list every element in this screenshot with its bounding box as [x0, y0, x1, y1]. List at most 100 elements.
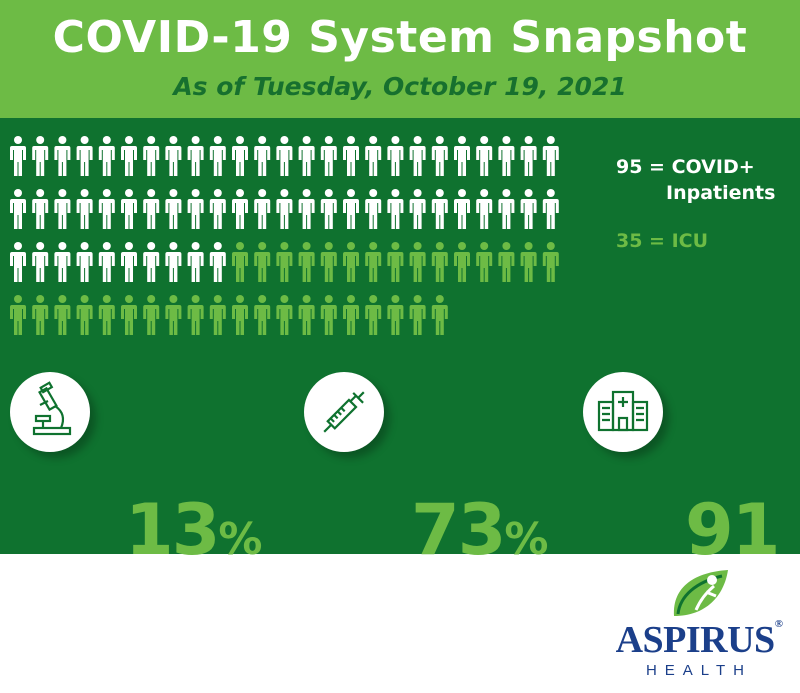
covid-person-icon: [187, 242, 204, 282]
icu-person-icon: [409, 242, 426, 282]
hospital-icon: [583, 372, 663, 452]
covid-person-icon: [143, 242, 160, 282]
covid-person-icon: [209, 189, 226, 229]
unvaccinated-label: % of current COVID+ inpatients not fully…: [269, 585, 555, 634]
icu-person-icon: [320, 242, 337, 282]
covid-person-icon: [454, 189, 470, 229]
logo-wordmark: ASPIRUS®: [615, 618, 783, 661]
covid-person-icon: [209, 136, 226, 176]
page-subtitle: As of Tuesday, October 19, 2021: [173, 72, 627, 101]
legend-covid-line2: Inpatients: [666, 182, 776, 204]
syringe-icon: [304, 372, 384, 452]
covid-person-icon: [542, 136, 559, 176]
icu-person-icon: [409, 295, 426, 335]
test-positivity-label: COVID-19 Test Positivity Rate: 10/10-10/…: [10, 585, 230, 634]
covid-person-icon: [232, 136, 248, 176]
covid-person-icon: [298, 189, 315, 229]
icu-person-icon: [542, 242, 559, 282]
icu-person-icon: [121, 295, 137, 335]
covid-person-icon: [10, 136, 26, 176]
icu-person-icon: [143, 295, 160, 335]
covid-person-icon: [365, 136, 382, 176]
covid-person-icon: [387, 136, 404, 176]
icu-person-icon: [254, 242, 271, 282]
icu-person-icon: [98, 295, 115, 335]
microscope-icon: [10, 372, 90, 452]
covid-person-icon: [254, 136, 271, 176]
icu-person-icon: [431, 295, 448, 335]
icu-person-icon: [298, 295, 315, 335]
covid-person-icon: [409, 189, 426, 229]
covid-person-icon: [165, 242, 182, 282]
covid-person-icon: [32, 189, 49, 229]
covid-person-icon: [209, 242, 226, 282]
covid-person-icon: [98, 136, 115, 176]
icu-person-icon: [232, 242, 248, 282]
inpatient-icon-grid: [10, 136, 559, 335]
legend-covid-line1: 95 = COVID+: [616, 156, 755, 178]
header-banner: COVID-19 System Snapshot As of Tuesday, …: [0, 0, 800, 118]
icu-person-icon: [387, 295, 404, 335]
covid-person-icon: [54, 136, 71, 176]
icu-person-icon: [187, 295, 204, 335]
avg-daily-inpatients-value: 91: [685, 489, 780, 571]
covid-person-icon: [320, 136, 337, 176]
covid-person-icon: [520, 136, 537, 176]
covid-person-icon: [320, 189, 337, 229]
covid-person-icon: [365, 189, 382, 229]
covid-person-icon: [498, 136, 515, 176]
icu-person-icon: [343, 295, 359, 335]
covid-person-icon: [276, 189, 293, 229]
icu-person-icon: [32, 295, 49, 335]
covid-person-icon: [54, 242, 71, 282]
icu-person-icon: [320, 295, 337, 335]
covid-person-icon: [143, 189, 160, 229]
icu-person-icon: [276, 242, 293, 282]
covid-person-icon: [98, 189, 115, 229]
covid-person-icon: [454, 136, 470, 176]
covid-person-icon: [32, 242, 49, 282]
aspirus-logo: ASPIRUS® HEALTH: [604, 566, 794, 686]
covid-person-icon: [10, 189, 26, 229]
unvaccinated-value: 73%: [411, 489, 549, 571]
icu-person-icon: [54, 295, 71, 335]
icu-person-icon: [232, 295, 248, 335]
covid-person-icon: [54, 189, 71, 229]
icu-person-icon: [454, 242, 470, 282]
test-positivity-value: 13%: [125, 489, 263, 571]
icu-person-icon: [165, 295, 182, 335]
icu-person-icon: [254, 295, 271, 335]
covid-person-icon: [121, 136, 137, 176]
covid-person-icon: [409, 136, 426, 176]
covid-person-icon: [76, 189, 93, 229]
icu-person-icon: [476, 242, 493, 282]
covid-person-icon: [187, 136, 204, 176]
icu-person-icon: [209, 295, 226, 335]
covid-person-icon: [121, 242, 137, 282]
covid-person-icon: [343, 136, 359, 176]
covid-person-icon: [232, 189, 248, 229]
covid-person-icon: [276, 136, 293, 176]
stats-panel: 95 = COVID+ Inpatients 35 = ICU 13% COVI…: [0, 118, 800, 638]
page-title: COVID-19 System Snapshot: [52, 12, 748, 63]
covid-person-icon: [32, 136, 49, 176]
legend-covid-inpatients: 95 = COVID+ Inpatients: [616, 156, 775, 204]
covid-person-icon: [431, 189, 448, 229]
icu-person-icon: [276, 295, 293, 335]
icu-person-icon: [365, 242, 382, 282]
covid-person-icon: [254, 189, 271, 229]
covid-person-icon: [476, 136, 493, 176]
covid-person-icon: [98, 242, 115, 282]
icu-person-icon: [498, 242, 515, 282]
icu-person-icon: [520, 242, 537, 282]
icu-person-icon: [76, 295, 93, 335]
covid-person-icon: [143, 136, 160, 176]
covid-person-icon: [520, 189, 537, 229]
covid-person-icon: [187, 189, 204, 229]
legend-icu: 35 = ICU: [616, 230, 709, 252]
covid-person-icon: [10, 242, 26, 282]
covid-person-icon: [387, 189, 404, 229]
covid-person-icon: [298, 136, 315, 176]
covid-person-icon: [121, 189, 137, 229]
covid-person-icon: [76, 136, 93, 176]
